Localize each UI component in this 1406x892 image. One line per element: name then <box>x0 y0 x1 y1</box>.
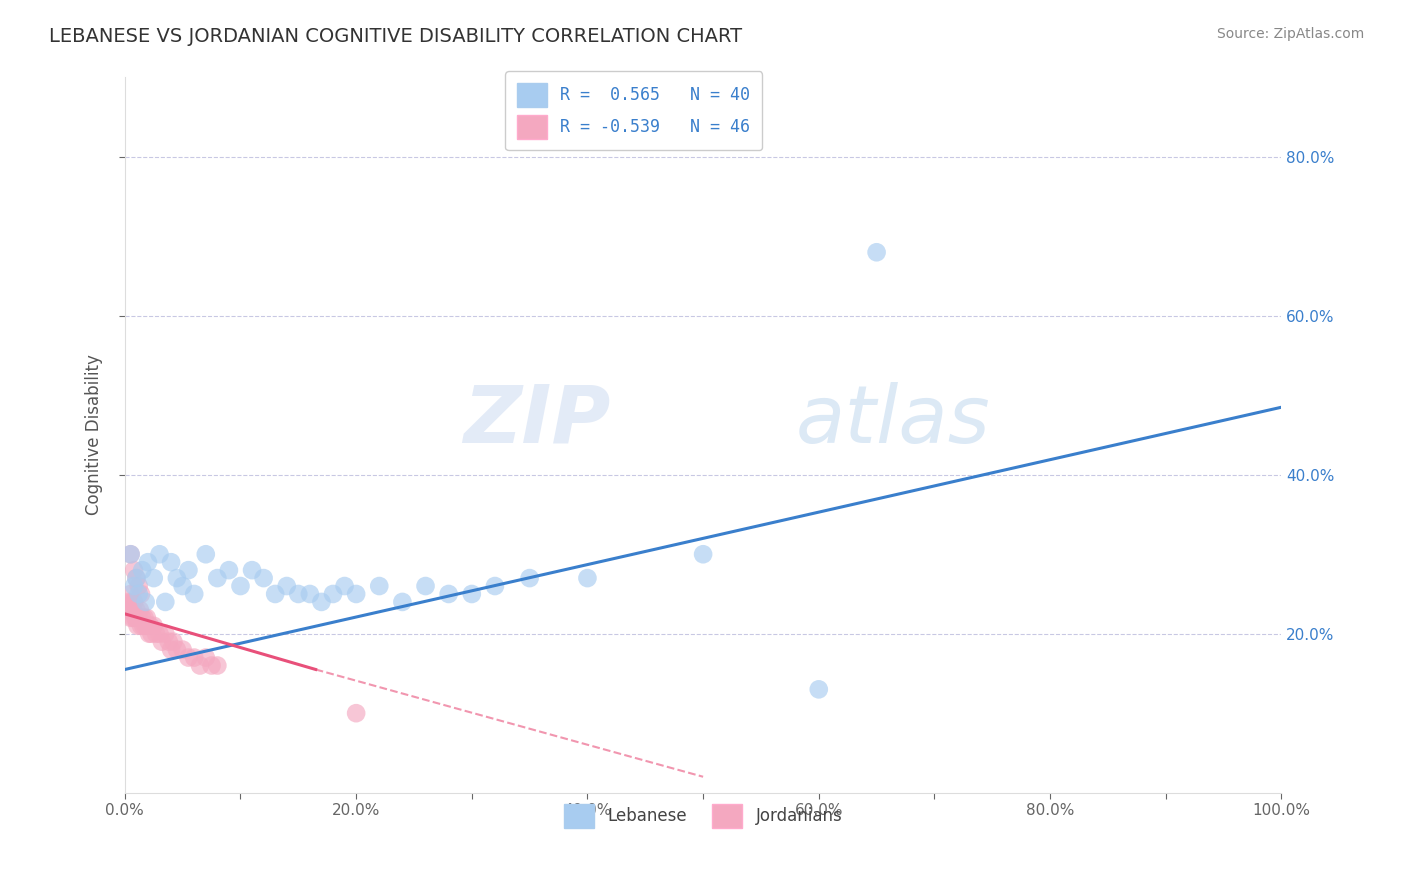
Point <box>252 571 274 585</box>
Point <box>240 563 263 577</box>
Point <box>122 611 145 625</box>
Point <box>194 547 217 561</box>
Point <box>134 611 156 625</box>
Point <box>125 603 148 617</box>
Point <box>183 650 205 665</box>
Point <box>139 619 162 633</box>
Point <box>124 611 146 625</box>
Point <box>162 634 184 648</box>
Point <box>129 587 152 601</box>
Point <box>391 595 413 609</box>
Point <box>128 587 150 601</box>
Point <box>807 682 830 697</box>
Point <box>298 587 321 601</box>
Point <box>157 634 180 648</box>
Point <box>160 555 183 569</box>
Point <box>188 658 211 673</box>
Point <box>276 579 298 593</box>
Point <box>127 619 149 633</box>
Point <box>136 555 159 569</box>
Point <box>461 587 484 601</box>
Point <box>120 587 142 601</box>
Point <box>125 571 148 585</box>
Point <box>576 571 599 585</box>
Point <box>207 658 229 673</box>
Point <box>131 563 153 577</box>
Point <box>207 571 229 585</box>
Point <box>148 547 170 561</box>
Point <box>692 547 714 561</box>
Point <box>148 626 170 640</box>
Point <box>200 658 222 673</box>
Point <box>118 603 141 617</box>
Point <box>128 611 150 625</box>
Point <box>128 603 150 617</box>
Point <box>218 563 240 577</box>
Point <box>121 595 143 609</box>
Point <box>415 579 437 593</box>
Point <box>311 595 333 609</box>
Text: Source: ZipAtlas.com: Source: ZipAtlas.com <box>1216 27 1364 41</box>
Point <box>437 587 460 601</box>
Point <box>129 619 152 633</box>
Point <box>333 579 356 593</box>
Text: LEBANESE VS JORDANIAN COGNITIVE DISABILITY CORRELATION CHART: LEBANESE VS JORDANIAN COGNITIVE DISABILI… <box>49 27 742 45</box>
Point <box>142 571 165 585</box>
Point <box>122 595 145 609</box>
Point <box>131 611 153 625</box>
Legend: Lebanese, Jordanians: Lebanese, Jordanians <box>557 797 849 834</box>
Point <box>135 611 157 625</box>
Point <box>141 626 163 640</box>
Point <box>155 595 177 609</box>
Point <box>166 642 188 657</box>
Point <box>287 587 309 601</box>
Point <box>160 642 183 657</box>
Point <box>368 579 391 593</box>
Point <box>166 571 188 585</box>
Point <box>122 563 145 577</box>
Point <box>120 547 142 561</box>
Point <box>120 547 142 561</box>
Point <box>145 626 167 640</box>
Point <box>132 619 155 633</box>
Point <box>519 571 541 585</box>
Point <box>322 587 344 601</box>
Point <box>122 603 145 617</box>
Point <box>135 619 157 633</box>
Point <box>117 595 139 609</box>
Point <box>177 563 200 577</box>
Point <box>229 579 252 593</box>
Point <box>125 571 148 585</box>
Point <box>344 587 367 601</box>
Text: ZIP: ZIP <box>463 382 610 459</box>
Point <box>484 579 506 593</box>
Point <box>155 626 177 640</box>
Point <box>177 650 200 665</box>
Point <box>136 619 159 633</box>
Point <box>125 611 148 625</box>
Point <box>344 706 367 721</box>
Point <box>142 619 165 633</box>
Text: atlas: atlas <box>796 382 990 459</box>
Point <box>183 587 205 601</box>
Point <box>120 611 142 625</box>
Y-axis label: Cognitive Disability: Cognitive Disability <box>86 355 103 516</box>
Point <box>172 579 194 593</box>
Point <box>135 595 157 609</box>
Point <box>128 579 150 593</box>
Point <box>865 245 887 260</box>
Point <box>122 579 145 593</box>
Point <box>194 650 217 665</box>
Point <box>264 587 287 601</box>
Point <box>138 626 160 640</box>
Point <box>172 642 194 657</box>
Point <box>150 634 173 648</box>
